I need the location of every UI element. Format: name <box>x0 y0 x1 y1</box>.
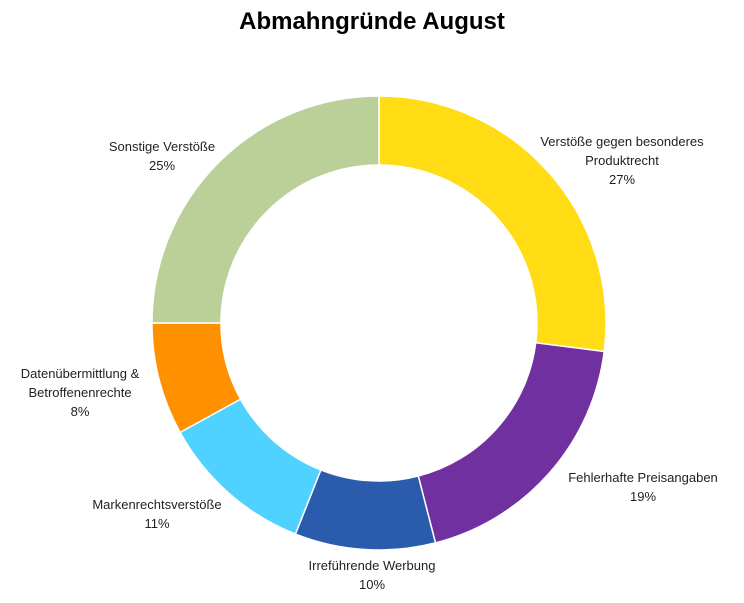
value-label: 11% <box>144 516 170 531</box>
data-label: Sonstige Verstöße 25% <box>82 137 242 175</box>
category-label: Markenrechtsverstöße <box>92 497 222 512</box>
data-label: Fehlerhafte Preisangaben 19% <box>543 468 743 506</box>
value-label: 27% <box>608 172 636 187</box>
data-label: Verstöße gegen besonderes Produktrecht 27… <box>522 132 722 189</box>
data-label: Datenübermittlung & Betroffenenrechte 8% <box>5 364 155 421</box>
category-label: Verstöße gegen besonderes Produktrecht <box>540 134 704 168</box>
value-label: 10% <box>358 577 386 592</box>
value-label: 19% <box>629 489 657 504</box>
category-label: Fehlerhafte Preisangaben <box>568 470 718 485</box>
donut-segment <box>378 95 607 353</box>
donut-segment <box>151 95 380 324</box>
data-label: Markenrechtsverstöße 11% <box>57 495 257 533</box>
donut-segment <box>417 341 606 544</box>
category-label: Irreführende Werbung <box>308 558 436 573</box>
value-label: 25% <box>148 158 176 173</box>
category-label: Sonstige Verstöße <box>108 139 216 154</box>
category-label: Datenübermittlung & Betroffenenrechte <box>20 366 140 400</box>
chart-title: Abmahngründe August <box>239 8 505 35</box>
data-label: Irreführende Werbung 10% <box>272 556 472 594</box>
value-label: 8% <box>70 404 90 419</box>
